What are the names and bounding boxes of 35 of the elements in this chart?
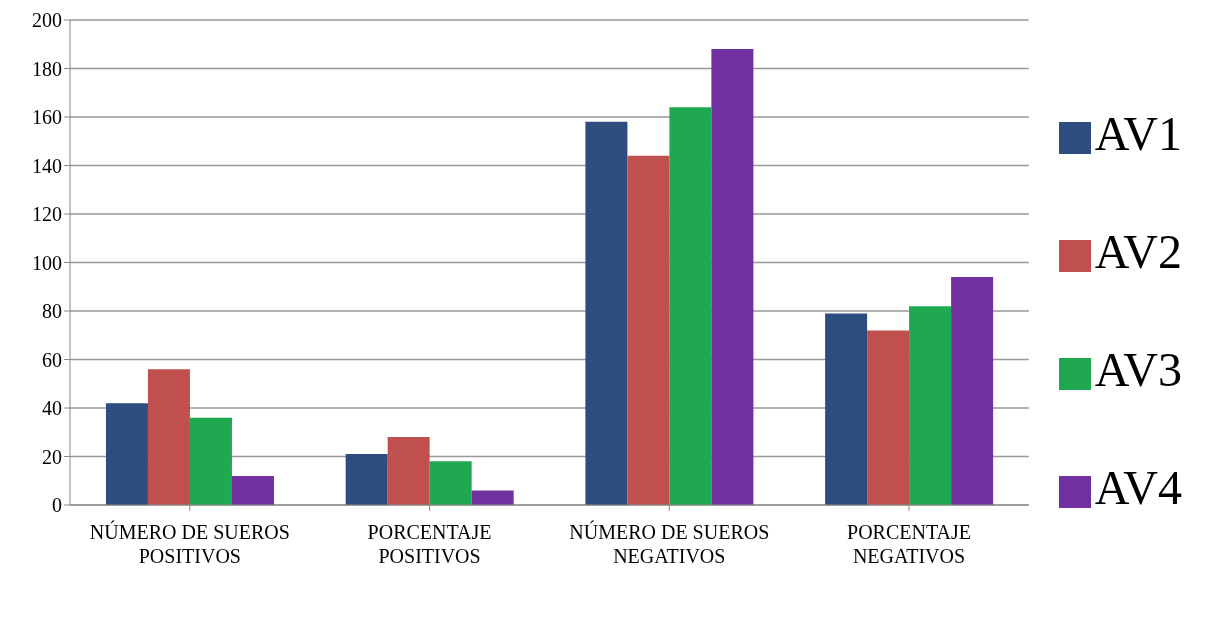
y-tick-label: 40 [42, 397, 62, 420]
y-tick-label: 160 [32, 106, 62, 129]
y-tick-label: 60 [42, 348, 62, 371]
y-tick-label: 0 [52, 494, 62, 517]
bar [189, 417, 232, 505]
bar [627, 155, 670, 505]
bar [345, 454, 388, 505]
bar [909, 306, 952, 505]
x-tick-label: PORCENTAJE NEGATIVOS [847, 521, 971, 567]
legend-label: AV3 [1094, 342, 1182, 396]
bar [711, 49, 754, 505]
x-tick-label: PORCENTAJE POSITIVOS [367, 521, 492, 567]
x-tick-label: NÚMERO DE SUEROS POSITIVOS [89, 520, 290, 567]
bar [387, 437, 430, 505]
bar [585, 121, 628, 505]
bar [147, 369, 190, 505]
bar [471, 490, 514, 505]
legend-label: AV4 [1094, 460, 1182, 514]
y-tick-label: 80 [42, 300, 62, 323]
bar [825, 313, 868, 505]
legend-label: AV1 [1094, 106, 1182, 160]
bar [867, 330, 910, 505]
bar [231, 475, 274, 505]
y-tick-label: 200 [32, 9, 62, 32]
bar [951, 277, 994, 505]
bar [105, 403, 148, 505]
y-tick-label: 180 [32, 57, 62, 80]
bar [669, 107, 712, 505]
y-tick-label: 140 [32, 154, 62, 177]
y-tick-label: 120 [32, 203, 62, 226]
bar [429, 461, 472, 505]
x-tick-label: NÚMERO DE SUEROS NEGATIVOS [569, 520, 770, 567]
y-tick-label: 20 [42, 445, 62, 468]
y-tick-label: 100 [32, 251, 62, 274]
legend-label: AV2 [1094, 224, 1182, 278]
